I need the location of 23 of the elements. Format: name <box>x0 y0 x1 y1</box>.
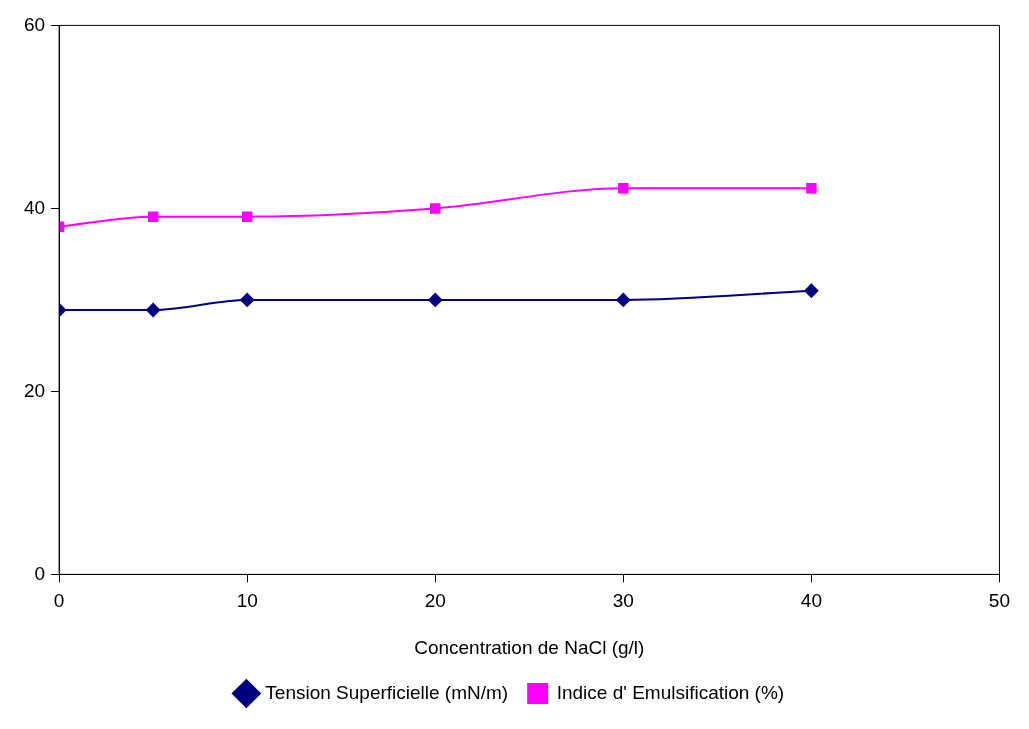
point <box>147 211 159 222</box>
x-tick-label: 50 <box>988 590 1010 612</box>
legend-label: Tension Superficielle (mN/m) <box>265 681 509 703</box>
x-axis-title: Concentration de NaCl (g/l) <box>414 636 645 658</box>
point <box>806 183 817 194</box>
point <box>616 292 631 307</box>
point <box>430 203 441 214</box>
point <box>804 283 819 298</box>
point <box>428 292 443 307</box>
x-tick-label: 20 <box>424 590 446 612</box>
x-tick-label: 30 <box>612 590 634 612</box>
legend-label: Indice d' Emulsification (%) <box>556 681 785 703</box>
y-tick-label: 0 <box>34 562 46 584</box>
y-tick-label: 20 <box>23 379 46 401</box>
x-tick-label: 10 <box>236 590 258 612</box>
x-tick-label: 40 <box>800 590 822 612</box>
y-tick-label: 60 <box>23 13 46 35</box>
y-tick-label: 40 <box>23 196 46 218</box>
point <box>146 302 161 317</box>
x-tick-label: 0 <box>53 590 65 612</box>
point <box>240 292 255 307</box>
point <box>241 211 253 222</box>
point <box>618 183 629 194</box>
